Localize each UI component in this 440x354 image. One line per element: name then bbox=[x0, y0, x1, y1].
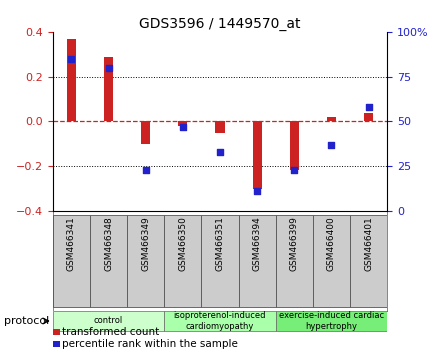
FancyBboxPatch shape bbox=[127, 215, 164, 307]
Bar bbox=[290, 121, 299, 170]
Point bbox=[105, 65, 112, 70]
Text: GSM466350: GSM466350 bbox=[178, 216, 187, 271]
Bar bbox=[327, 117, 336, 121]
Text: percentile rank within the sample: percentile rank within the sample bbox=[62, 339, 238, 349]
FancyBboxPatch shape bbox=[202, 215, 238, 307]
Bar bbox=[141, 121, 150, 144]
Text: transformed count: transformed count bbox=[62, 327, 159, 337]
Point bbox=[216, 149, 224, 155]
Bar bbox=[53, 341, 60, 347]
Point bbox=[68, 56, 75, 62]
FancyBboxPatch shape bbox=[53, 312, 164, 331]
FancyBboxPatch shape bbox=[276, 215, 313, 307]
Bar bbox=[178, 121, 187, 126]
Text: GSM466349: GSM466349 bbox=[141, 216, 150, 271]
Title: GDS3596 / 1449570_at: GDS3596 / 1449570_at bbox=[139, 17, 301, 31]
Bar bbox=[253, 121, 262, 189]
Text: control: control bbox=[94, 316, 123, 325]
Point bbox=[180, 124, 187, 130]
Text: GSM466341: GSM466341 bbox=[67, 216, 76, 271]
Text: GSM466401: GSM466401 bbox=[364, 216, 373, 271]
Text: GSM466351: GSM466351 bbox=[216, 216, 224, 271]
Text: GSM466399: GSM466399 bbox=[290, 216, 299, 271]
Text: GSM466348: GSM466348 bbox=[104, 216, 113, 271]
Text: isoproterenol-induced
cardiomyopathy: isoproterenol-induced cardiomyopathy bbox=[174, 311, 266, 331]
Text: exercise-induced cardiac
hypertrophy: exercise-induced cardiac hypertrophy bbox=[279, 311, 384, 331]
Bar bbox=[53, 329, 60, 335]
Text: GSM466394: GSM466394 bbox=[253, 216, 262, 271]
Point bbox=[365, 104, 372, 110]
Point bbox=[291, 167, 298, 173]
FancyBboxPatch shape bbox=[53, 215, 90, 307]
Bar bbox=[364, 113, 373, 121]
Point bbox=[142, 167, 149, 173]
FancyBboxPatch shape bbox=[350, 215, 387, 307]
FancyBboxPatch shape bbox=[164, 215, 202, 307]
Bar bbox=[215, 121, 225, 133]
Text: protocol: protocol bbox=[4, 316, 49, 326]
FancyBboxPatch shape bbox=[313, 215, 350, 307]
FancyBboxPatch shape bbox=[238, 215, 276, 307]
Point bbox=[253, 189, 260, 194]
Bar bbox=[67, 39, 76, 121]
FancyBboxPatch shape bbox=[90, 215, 127, 307]
Text: GSM466400: GSM466400 bbox=[327, 216, 336, 271]
Point bbox=[328, 142, 335, 148]
FancyBboxPatch shape bbox=[276, 312, 387, 331]
FancyBboxPatch shape bbox=[164, 312, 276, 331]
Bar bbox=[104, 57, 113, 121]
